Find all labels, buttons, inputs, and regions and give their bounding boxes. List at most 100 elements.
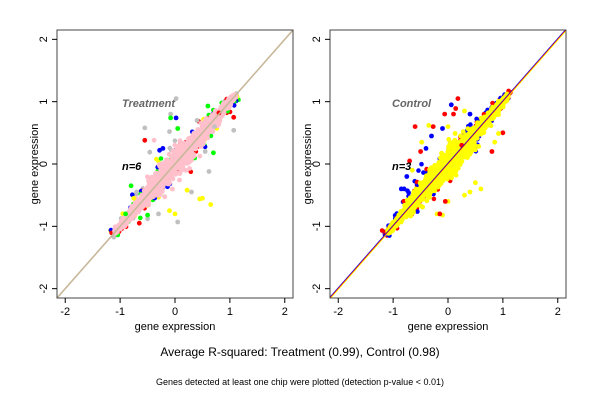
control-point	[448, 144, 453, 150]
treatment-point	[129, 204, 135, 210]
treatment-outlier-point	[157, 147, 163, 153]
control-x-tick-label: 0	[445, 306, 451, 318]
treatment-outlier-point	[167, 129, 172, 135]
treatment-point	[201, 138, 207, 144]
treatment-outlier-point	[194, 118, 200, 123]
control-point	[463, 132, 469, 138]
treatment-point	[159, 161, 165, 167]
control-identity-line-stroke	[330, 30, 566, 298]
control-outlier-point	[462, 108, 467, 114]
treatment-point	[169, 159, 175, 165]
control-identity-line-stroke	[330, 30, 566, 298]
treatment-point	[195, 131, 201, 137]
control-y-tick-label: -1	[311, 221, 323, 231]
treatment-point	[194, 142, 200, 148]
treatment-identity-line-stroke	[57, 30, 293, 298]
treatment-outlier-point	[134, 189, 140, 195]
treatment-point	[201, 123, 207, 129]
control-point	[451, 163, 457, 169]
treatment-outlier-point	[189, 189, 194, 195]
control-n-label: n=3	[392, 161, 411, 173]
control-x-tick-label: -1	[388, 306, 398, 318]
control-outlier-point	[473, 180, 478, 186]
control-outlier-point	[423, 146, 429, 151]
treatment-x-ticks: -2 -1 0 1 2	[60, 298, 288, 318]
control-outlier-point	[407, 158, 412, 164]
treatment-point	[164, 158, 170, 164]
control-point	[431, 168, 437, 173]
control-point	[452, 131, 458, 136]
treatment-outlier-point	[175, 126, 181, 131]
control-outlier-point	[467, 111, 473, 117]
treatment-point	[173, 170, 179, 176]
treatment-point	[142, 187, 148, 193]
treatment-y-axis-label: gene expression	[29, 124, 41, 205]
figure-footnote: Genes detected at least one chip were pl…	[156, 377, 444, 387]
control-point	[446, 168, 452, 174]
treatment-x-tick-label: -1	[115, 306, 125, 318]
treatment-point	[193, 146, 198, 152]
treatment-outlier-point	[151, 137, 157, 143]
treatment-point	[145, 174, 150, 180]
control-point	[471, 144, 477, 150]
treatment-y-tick-label: -1	[38, 221, 50, 231]
control-point	[407, 201, 412, 207]
control-outlier-point	[409, 167, 415, 173]
control-point	[419, 161, 424, 167]
treatment-outlier-point	[156, 211, 161, 217]
treatment-outlier-point	[173, 96, 179, 101]
treatment-outlier-point	[145, 216, 151, 222]
control-point	[457, 162, 463, 167]
control-outlier-point	[455, 96, 461, 101]
control-outlier-point	[404, 174, 410, 179]
control-point	[414, 192, 420, 198]
treatment-point	[173, 148, 179, 153]
control-panel: -2 -1 0 1 2 -2 -1 0 1 2 gene expression gene exp…	[302, 29, 567, 333]
treatment-point	[207, 117, 213, 123]
control-point	[437, 177, 443, 183]
control-point	[402, 206, 408, 211]
control-point	[459, 138, 465, 144]
treatment-point	[146, 202, 152, 208]
treatment-panel-title: Treatment	[122, 98, 176, 110]
treatment-point	[146, 178, 151, 184]
control-point	[442, 155, 448, 161]
control-y-tick-label: -2	[311, 284, 323, 294]
treatment-point	[155, 189, 161, 195]
treatment-point	[111, 235, 117, 240]
control-y-tick-label: 1	[311, 99, 323, 105]
treatment-point	[186, 136, 191, 142]
control-y-tick-label: 2	[311, 36, 323, 42]
control-point	[465, 126, 471, 132]
control-point	[415, 209, 420, 214]
control-point	[418, 203, 424, 209]
treatment-outlier-point	[208, 202, 214, 207]
control-outlier-point	[440, 126, 445, 131]
treatment-point	[177, 138, 183, 144]
control-point	[446, 137, 452, 142]
treatment-x-tick-label: 0	[172, 306, 178, 318]
control-outlier-point	[492, 139, 498, 145]
control-point	[419, 187, 424, 193]
treatment-outlier-point	[145, 212, 151, 218]
treatment-panel: -2 -1 0 1 2 -2 -1 0 1 2 gene expression gene exp…	[29, 29, 294, 333]
treatment-outlier-point	[231, 114, 237, 120]
control-point	[423, 173, 429, 179]
treatment-outlier-point	[175, 219, 181, 225]
treatment-point	[190, 133, 196, 138]
treatment-point	[138, 215, 143, 221]
treatment-outlier-point	[131, 195, 137, 201]
treatment-outlier-point	[197, 196, 203, 202]
treatment-point	[177, 177, 182, 183]
control-point	[422, 181, 427, 187]
treatment-outlier-point	[167, 208, 172, 214]
control-y-axis-label: gene expression	[302, 124, 314, 205]
control-point	[436, 167, 441, 173]
control-outlier-point	[467, 189, 473, 195]
treatment-point	[158, 156, 164, 161]
control-point	[460, 129, 466, 135]
treatment-outlier-point	[172, 211, 178, 217]
control-point	[424, 198, 430, 204]
control-point	[490, 100, 495, 106]
control-point	[462, 148, 468, 153]
